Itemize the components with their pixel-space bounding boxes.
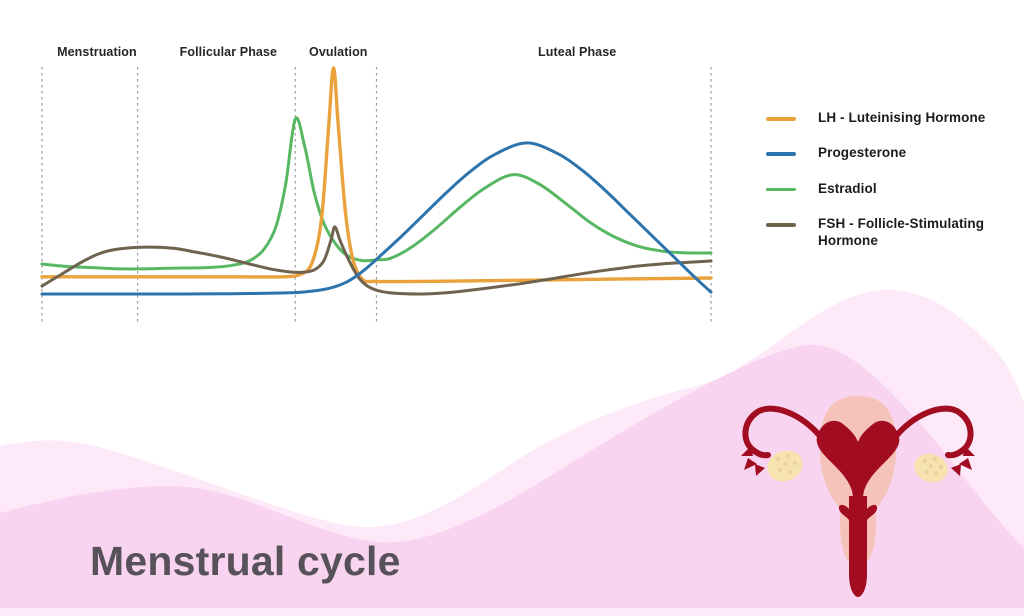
chart-legend: LH - Luteinising Hormone Progesterone Estr… [766,110,1006,268]
curve-progesterone [40,141,713,296]
fallopian-tube-right [889,405,974,459]
legend-swatch [766,152,796,156]
uterus-illustration [741,396,975,597]
uterine-cavity [816,420,900,503]
ovary-left [767,450,803,482]
curve-fsh [40,225,713,296]
curve-lh [40,66,713,284]
fallopian-tube-left [742,405,827,459]
legend-swatch [766,223,796,227]
legend-label: LH - Luteinising Hormone [818,110,986,125]
curve-estradiol [40,116,713,271]
legend-swatch [766,187,796,192]
legend-label: Progesterone [818,145,907,161]
vaginal-canal [838,496,878,597]
fimbriae-left [741,446,765,476]
legend-item: Estradiol [766,181,1006,197]
ovary-right [914,453,948,483]
legend-label: FSH - Follicle-Stimulating Hormone [818,216,985,248]
legend-label: Estradiol [818,180,877,196]
legend-item: Progesterone [766,145,1006,161]
fimbriae-right [951,446,975,476]
page-title: Menstrual cycle [90,538,401,584]
legend-item: LH - Luteinising Hormone [766,110,1006,126]
legend-swatch [766,117,796,121]
legend-item: FSH - Follicle-Stimulating Hormone [766,216,1006,249]
